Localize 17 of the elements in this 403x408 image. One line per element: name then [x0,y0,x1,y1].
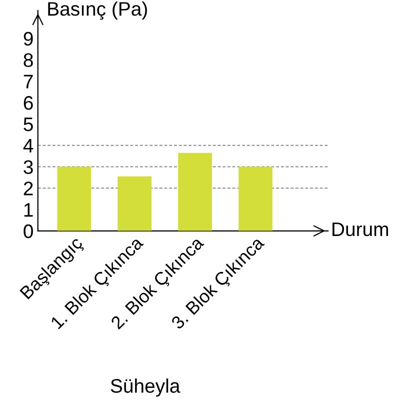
bar [238,166,272,231]
y-tick-label: 4 [23,139,34,152]
bar [57,166,92,231]
x-axis-title: Durum [332,222,388,236]
y-tick-label: 1 [24,203,33,217]
y-tick-label: 6 [24,96,33,110]
y-tick-label: 2 [24,182,33,196]
y-tick-label: 7 [24,74,33,88]
y-axis-title: Basınç (Pa) [48,2,147,20]
y-tick-label: 9 [24,32,33,46]
bar [118,176,152,231]
bar [178,152,212,231]
y-tick-label: 8 [24,53,33,68]
text: Süheyla [110,378,180,397]
y-tick-label: 5 [24,118,33,132]
y-tick-label: 0 [24,224,33,238]
y-tick-label: 3 [24,160,33,174]
